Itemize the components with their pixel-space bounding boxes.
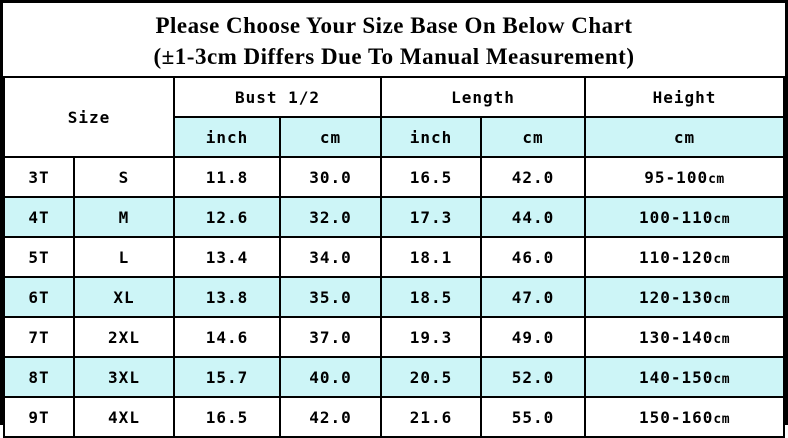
length-inch-cell: 20.5 <box>380 356 482 398</box>
size-t-cell: 3T <box>3 156 75 198</box>
bust-inch-header: inch <box>173 116 281 158</box>
size-letter-cell: M <box>73 196 175 238</box>
height-cell: 130-140cm <box>584 316 785 358</box>
table-row: 6T XL 13.8 35.0 18.5 47.0 120-130cm <box>3 276 785 318</box>
bust-cm-cell: 40.0 <box>279 356 382 398</box>
bust-cm-cell: 35.0 <box>279 276 382 318</box>
height-unit: cm <box>708 171 725 187</box>
bust-cm-cell: 42.0 <box>279 396 382 438</box>
table-row: 3T S 11.8 30.0 16.5 42.0 95-100cm <box>3 156 785 198</box>
header-row-groups: Size Bust 1/2 Length Height <box>3 76 785 158</box>
bust-column-header: Bust 1/2 <box>173 76 382 118</box>
length-cm-header: cm <box>479 116 587 158</box>
length-cm-cell: 44.0 <box>479 196 587 238</box>
height-unit: cm <box>713 331 731 347</box>
chart-title-line2: (±1-3cm Differs Due To Manual Measuremen… <box>153 44 635 69</box>
height-cell: 100-110cm <box>584 196 785 238</box>
bust-inch-cell: 16.5 <box>173 396 281 438</box>
chart-title: Please Choose Your Size Base On Below Ch… <box>3 3 785 76</box>
size-letter-cell: 3XL <box>73 356 175 398</box>
size-table-body: 3T S 11.8 30.0 16.5 42.0 95-100cm 4T M 12.6 32.0 17… <box>3 156 785 438</box>
bust-cm-cell: 32.0 <box>279 196 382 238</box>
bust-inch-cell: 12.6 <box>173 196 281 238</box>
chart-title-line1: Please Choose Your Size Base On Below Ch… <box>155 13 633 38</box>
size-t-cell: 7T <box>3 316 75 358</box>
size-t-cell: 9T <box>3 396 75 438</box>
height-cell: 95-100cm <box>584 156 785 198</box>
bust-inch-cell: 13.4 <box>173 236 281 278</box>
height-cell: 140-150cm <box>584 356 785 398</box>
height-range: 110-120 <box>638 247 714 267</box>
height-unit: cm <box>713 211 731 227</box>
height-unit: cm <box>713 411 731 427</box>
length-column-header: Length <box>379 76 587 118</box>
length-cm-cell: 47.0 <box>479 276 587 318</box>
height-range: 130-140 <box>638 327 714 347</box>
size-letter-cell: 2XL <box>73 316 175 358</box>
size-letter-cell: 4XL <box>73 396 175 438</box>
height-cm-header: cm <box>584 116 785 158</box>
height-column-header: Height <box>584 76 785 118</box>
size-t-cell: 4T <box>3 196 75 238</box>
table-row: 7T 2XL 14.6 37.0 19.3 49.0 130-140cm <box>3 316 785 358</box>
bust-cm-header: cm <box>279 116 382 158</box>
height-range: 140-150 <box>638 367 714 387</box>
length-inch-cell: 18.1 <box>380 236 482 278</box>
height-range: 150-160 <box>638 407 714 427</box>
table-row: 4T M 12.6 32.0 17.3 44.0 100-110cm <box>3 196 785 238</box>
length-inch-cell: 19.3 <box>380 316 482 358</box>
height-unit: cm <box>713 371 731 387</box>
bust-cm-cell: 34.0 <box>279 236 382 278</box>
size-column-header: Size <box>3 76 175 158</box>
length-cm-cell: 42.0 <box>479 156 587 198</box>
height-range: 100-110 <box>638 207 714 227</box>
length-inch-header: inch <box>380 116 482 158</box>
header-row-units: inch cm inch cm cm <box>4 116 785 158</box>
length-cm-cell: 49.0 <box>479 316 587 358</box>
height-cell: 120-130cm <box>584 276 785 318</box>
size-table: Size Bust 1/2 Length Height inch cm inch… <box>3 76 785 438</box>
height-unit: cm <box>713 291 731 307</box>
bust-inch-cell: 14.6 <box>173 316 281 358</box>
table-row: 9T 4XL 16.5 42.0 21.6 55.0 150-160cm <box>3 396 785 438</box>
height-unit: cm <box>713 251 731 267</box>
table-row: 5T L 13.4 34.0 18.1 46.0 110-120cm <box>3 236 785 278</box>
table-row: 8T 3XL 15.7 40.0 20.5 52.0 140-150cm <box>3 356 785 398</box>
length-inch-cell: 21.6 <box>380 396 482 438</box>
bust-inch-cell: 11.8 <box>173 156 281 198</box>
bust-inch-cell: 15.7 <box>173 356 281 398</box>
height-cell: 110-120cm <box>584 236 785 278</box>
length-cm-cell: 55.0 <box>479 396 587 438</box>
length-inch-cell: 17.3 <box>380 196 482 238</box>
length-cm-cell: 52.0 <box>479 356 587 398</box>
size-letter-cell: S <box>73 156 175 198</box>
size-letter-cell: L <box>73 236 175 278</box>
size-letter-cell: XL <box>73 276 175 318</box>
length-cm-cell: 46.0 <box>479 236 587 278</box>
bust-cm-cell: 30.0 <box>279 156 382 198</box>
height-cell: 150-160cm <box>584 396 785 438</box>
bust-inch-cell: 13.8 <box>173 276 281 318</box>
length-inch-cell: 16.5 <box>380 156 482 198</box>
bust-cm-cell: 37.0 <box>279 316 382 358</box>
size-t-cell: 8T <box>3 356 75 398</box>
size-t-cell: 6T <box>3 276 75 318</box>
length-inch-cell: 18.5 <box>380 276 482 318</box>
size-t-cell: 5T <box>3 236 75 278</box>
height-range: 120-130 <box>638 287 714 307</box>
height-range: 95-100 <box>644 167 709 187</box>
